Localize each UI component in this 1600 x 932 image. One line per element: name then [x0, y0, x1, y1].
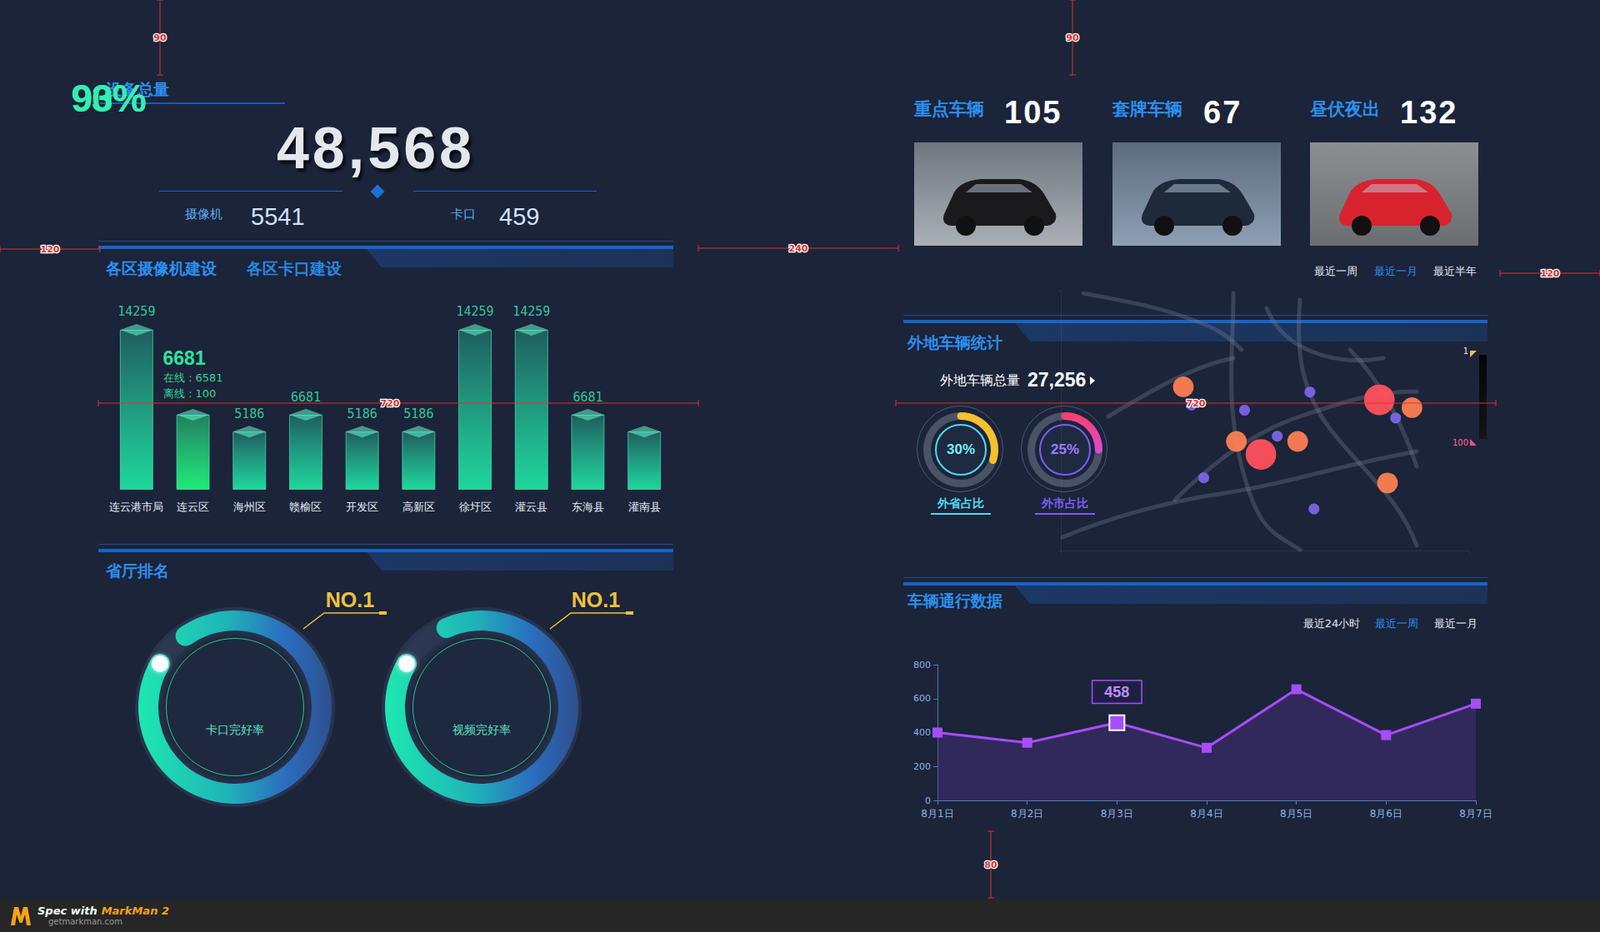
html-text:最近半年: 最近半年: [1433, 265, 1477, 278]
html-text:NO.1: NO.1: [325, 587, 375, 612]
svg-text:200: 200: [913, 761, 931, 773]
svg-text:720: 720: [380, 398, 400, 410]
svg-text:6681: 6681: [163, 347, 206, 370]
svg-text:120: 120: [40, 244, 60, 255]
svg-text:灌南县: 灌南县: [628, 500, 661, 514]
svg-text:8月5日: 8月5日: [1280, 808, 1313, 820]
html-text:30%: 30%: [946, 441, 975, 458]
html-text:视频完好率: 视频完好率: [452, 723, 511, 737]
svg-text:赣榆区: 赣榆区: [289, 500, 322, 514]
html-text:车辆通行数据: 车辆通行数据: [907, 591, 1003, 610]
svg-text:离线：100: 离线：100: [163, 387, 217, 400]
svg-text:5186: 5186: [403, 406, 434, 422]
html-text:5541: 5541: [250, 203, 305, 230]
svg-text:灌云县: 灌云县: [515, 500, 548, 514]
html-text:各区卡口建设: 各区卡口建设: [246, 259, 342, 278]
svg-text:8月2日: 8月2日: [1010, 808, 1044, 820]
html-text:459: 459: [499, 203, 540, 230]
html-text:最近一周: 最近一周: [1375, 617, 1419, 630]
html-text:外地车辆总量 27,256: 外地车辆总量 27,256: [940, 369, 1087, 391]
html-text:1: 1: [1463, 346, 1469, 356]
svg-text:400: 400: [913, 727, 931, 739]
html-text:最近24小时: 最近24小时: [1303, 617, 1361, 630]
svg-text:5186: 5186: [347, 406, 378, 422]
html-text:105: 105: [1004, 95, 1062, 130]
svg-text:徐圩区: 徐圩区: [459, 500, 492, 514]
svg-text:80: 80: [984, 860, 998, 871]
svg-text:600: 600: [913, 693, 931, 705]
svg-text:连云港市局: 连云港市局: [109, 500, 164, 514]
svg-text:14259: 14259: [117, 304, 155, 320]
svg-text:800: 800: [913, 660, 931, 671]
html-text:省厅排名: 省厅排名: [105, 561, 170, 580]
html-text:各区摄像机建设: 各区摄像机建设: [105, 259, 217, 278]
html-text:卡口: 卡口: [450, 206, 476, 222]
svg-text:240: 240: [789, 243, 809, 255]
html-text:套牌车辆: 套牌车辆: [1112, 99, 1183, 120]
html-text:最近一月: 最近一月: [1434, 617, 1478, 630]
html-text:100: 100: [1452, 438, 1469, 448]
svg-text:120: 120: [1540, 268, 1560, 280]
svg-text:5186: 5186: [234, 406, 265, 422]
html-text:外市占比: 外市占比: [1041, 496, 1089, 510]
svg-text:720: 720: [1186, 398, 1206, 410]
html-text:外省占比: 外省占比: [937, 496, 985, 510]
svg-text:14259: 14259: [512, 304, 550, 320]
svg-text:海州区: 海州区: [233, 500, 266, 514]
svg-text:458: 458: [1104, 684, 1130, 701]
svg-text:8月1日: 8月1日: [920, 808, 954, 820]
html-text:最近一周: 最近一周: [1314, 265, 1358, 278]
svg-text:14259: 14259: [455, 304, 494, 320]
svg-text:0: 0: [925, 795, 931, 807]
svg-text:90: 90: [1065, 32, 1080, 44]
html-text:重点车辆: 重点车辆: [914, 99, 985, 120]
html-text:132: 132: [1400, 95, 1458, 130]
html-text:93%: 93%: [71, 76, 146, 120]
html-text:昼伏夜出: 昼伏夜出: [1310, 99, 1380, 120]
html-text:getmarkman.com: getmarkman.com: [48, 917, 123, 927]
svg-text:开发区: 开发区: [345, 500, 379, 514]
svg-text:高新区: 高新区: [402, 500, 435, 514]
svg-text:90: 90: [153, 32, 167, 44]
svg-text:在线：6581: 在线：6581: [163, 371, 224, 385]
svg-text:8月6日: 8月6日: [1370, 808, 1403, 820]
html-text:最近一月: 最近一月: [1374, 265, 1418, 278]
html-text:设备总量: 设备总量: [105, 80, 170, 99]
svg-text:8月4日: 8月4日: [1190, 808, 1223, 820]
svg-text:连云区: 连云区: [176, 500, 210, 514]
html-text:90%: 90%: [71, 76, 146, 120]
svg-text:6681: 6681: [290, 390, 321, 405]
html-text:Spec with MarkMan 2: Spec with MarkMan 2: [37, 905, 170, 918]
svg-text:6681: 6681: [572, 390, 603, 405]
html-text:67: 67: [1203, 95, 1242, 130]
html-text:25%: 25%: [1050, 441, 1080, 458]
html-text:48,568: 48,568: [276, 115, 475, 181]
svg-text:8月3日: 8月3日: [1100, 808, 1134, 820]
html-text:卡口完好率: 卡口完好率: [205, 723, 265, 737]
html-text:摄像机: 摄像机: [185, 206, 223, 222]
html-text:外地车辆统计: 外地车辆统计: [907, 333, 1003, 352]
svg-text:东海县: 东海县: [571, 500, 605, 514]
svg-text:8月7日: 8月7日: [1459, 808, 1492, 820]
html-text:NO.1: NO.1: [571, 587, 621, 612]
